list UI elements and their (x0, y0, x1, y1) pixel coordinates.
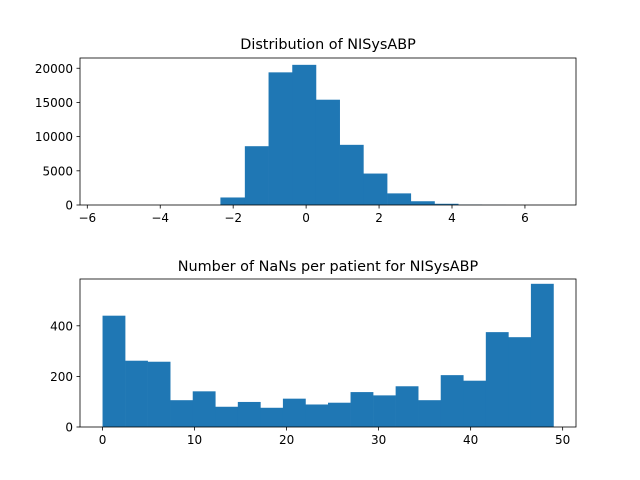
y-tick-label: 200 (50, 370, 73, 384)
histogram-bar (373, 395, 396, 427)
histogram-bar (244, 146, 269, 205)
histogram-bar (440, 375, 464, 427)
y-tick-label: 400 (50, 319, 73, 333)
histogram-bar (350, 392, 374, 427)
histogram-bar (237, 401, 261, 427)
histogram-bar (220, 197, 246, 205)
y-tick-label: 0 (65, 199, 73, 213)
histogram-bar (268, 72, 293, 205)
histogram-bar (485, 332, 509, 427)
axis-ticks: −6 −4 −2 0 2 4 6 0 5000 10000 15000 20000 (35, 62, 529, 225)
histogram-bar (215, 406, 239, 427)
histogram-bar (305, 404, 329, 427)
x-tick-label: 2 (375, 211, 383, 225)
x-tick-label: −2 (224, 211, 242, 225)
x-tick-label: 0 (99, 433, 107, 447)
y-tick-label: 20000 (35, 62, 73, 76)
histogram-bar (508, 337, 532, 427)
x-tick-label: 10 (187, 433, 202, 447)
x-tick-label: 40 (463, 433, 478, 447)
y-tick-label: 0 (65, 421, 73, 435)
x-tick-label: 50 (555, 433, 570, 447)
histogram-bar (282, 398, 306, 427)
histogram-bar (260, 407, 284, 427)
histogram-bar (410, 201, 435, 205)
histogram-bar (363, 173, 388, 205)
histogram-bar (328, 402, 351, 427)
histogram-bar (292, 64, 317, 205)
distribution-chart: Distribution of NISysABP −6 −4 −2 0 2 4 6 0 5000… (35, 37, 578, 225)
histogram-bar (102, 315, 126, 427)
chart-title: Number of NaNs per patient for NISysABP (178, 259, 479, 275)
histogram-bar (434, 203, 459, 205)
histogram-bar (170, 400, 194, 427)
x-tick-label: −6 (78, 211, 96, 225)
histogram-bar (387, 193, 412, 205)
chart-title: Distribution of NISysABP (240, 37, 416, 53)
x-tick-label: −4 (151, 211, 169, 225)
histogram-bar (147, 361, 171, 427)
axes-frame (79, 57, 577, 206)
bars (102, 283, 554, 427)
histogram-bar (339, 144, 364, 205)
histogram-bar (125, 360, 148, 427)
y-tick-label: 15000 (35, 96, 73, 110)
x-tick-label: 6 (521, 211, 529, 225)
histogram-bar (315, 99, 340, 205)
y-tick-label: 10000 (35, 130, 73, 144)
axes-frame (79, 278, 577, 428)
y-tick-label: 5000 (42, 164, 73, 178)
axis-ticks: 0 10 20 30 40 50 0 200 400 (50, 319, 570, 447)
x-tick-label: 20 (279, 433, 294, 447)
bars (220, 64, 578, 205)
x-tick-label: 30 (371, 433, 386, 447)
x-tick-label: 0 (302, 211, 310, 225)
x-tick-label: 4 (448, 211, 456, 225)
histogram-bar (418, 400, 442, 427)
histogram-bar (463, 380, 487, 427)
histogram-bar (192, 391, 216, 427)
nan-count-chart: Number of NaNs per patient for NISysABP … (50, 259, 577, 447)
histogram-bar (395, 386, 419, 427)
histogram-bar (530, 283, 554, 427)
